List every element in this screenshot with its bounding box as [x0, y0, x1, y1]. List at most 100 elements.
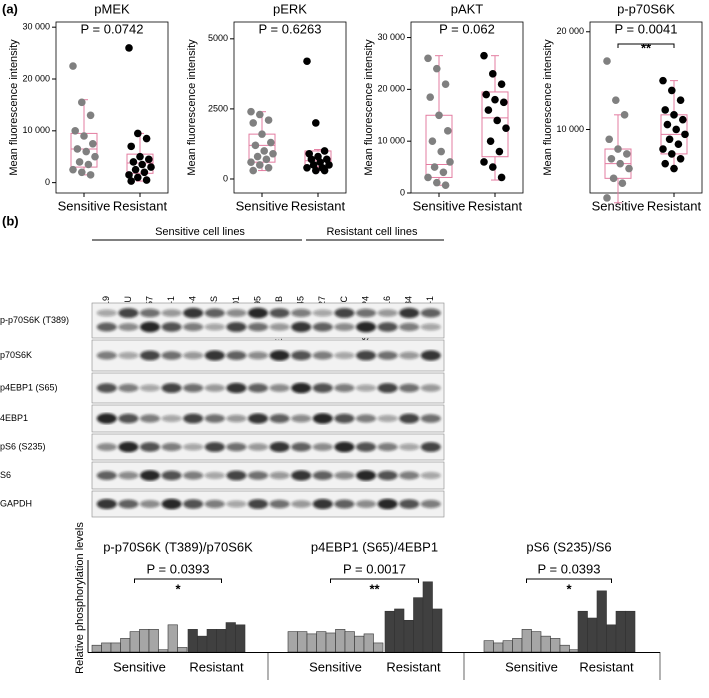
y-axis-label: Mean fluorescence intensity	[542, 39, 554, 176]
band	[140, 308, 160, 318]
band	[183, 471, 204, 480]
bracket	[526, 578, 612, 583]
band	[118, 352, 139, 359]
band	[399, 307, 420, 319]
data-point	[659, 145, 667, 153]
bar	[335, 629, 346, 653]
band	[420, 442, 441, 452]
data-point	[129, 158, 138, 166]
data-point	[609, 174, 618, 183]
data-point	[91, 152, 99, 161]
bar	[587, 617, 598, 653]
data-point	[142, 134, 151, 143]
y-tick-label: 20 000	[377, 84, 405, 94]
annotation: P = 0.6263	[258, 21, 321, 36]
band	[356, 470, 376, 481]
y-tick-label: 20 000	[556, 26, 584, 36]
data-point	[616, 159, 624, 168]
row-label: 4EBP1	[0, 413, 28, 423]
x-tick-label: Resistant	[113, 198, 168, 213]
bands	[96, 350, 441, 361]
data-point	[676, 96, 685, 104]
data-point	[668, 150, 676, 158]
bar	[91, 644, 102, 653]
group-label: Resistant cell lines	[326, 226, 418, 238]
band	[226, 442, 247, 452]
x-tick-label: Resistant	[647, 198, 702, 213]
band	[399, 499, 420, 509]
data-point	[255, 161, 264, 169]
bar	[187, 629, 198, 653]
data-point	[426, 93, 435, 101]
data-point	[441, 80, 450, 88]
y-tick-label: 0	[45, 177, 50, 187]
band	[312, 351, 333, 360]
data-point	[131, 165, 140, 174]
data-point	[127, 142, 135, 151]
band	[334, 383, 355, 393]
bracket	[134, 578, 222, 583]
band	[204, 499, 225, 509]
band	[356, 442, 376, 452]
band	[140, 414, 160, 423]
box	[304, 150, 332, 167]
y-tick-label: 20 000	[22, 73, 50, 83]
data-point	[603, 57, 611, 65]
bar	[606, 624, 617, 653]
chart-title: p4EBP1 (S65)/4EBP1	[311, 539, 438, 554]
bar	[615, 610, 626, 653]
band	[420, 384, 441, 392]
panel-label: (a)	[2, 1, 18, 16]
band	[161, 322, 182, 332]
band	[399, 413, 420, 424]
data-point	[428, 137, 437, 145]
bar	[493, 642, 504, 653]
band	[118, 413, 139, 424]
bracket	[330, 578, 419, 583]
row-label: p-p70S6K (T389)	[0, 315, 69, 325]
band	[183, 413, 204, 424]
plot-frame	[233, 21, 347, 194]
data-point	[80, 132, 88, 140]
band	[183, 322, 204, 332]
band	[399, 351, 420, 360]
band	[140, 470, 160, 481]
data-point	[497, 173, 506, 182]
band	[356, 321, 376, 333]
data-point	[262, 155, 271, 164]
chart-title: pERK	[273, 1, 307, 16]
bar	[540, 635, 551, 653]
chart-title: p-p70S6K	[617, 1, 675, 16]
data-point	[320, 166, 329, 175]
bar	[167, 624, 178, 653]
band	[377, 322, 398, 332]
band	[269, 323, 290, 331]
data-point	[674, 140, 683, 148]
band	[118, 383, 139, 393]
band	[204, 350, 225, 361]
band	[204, 384, 225, 392]
band	[420, 350, 441, 361]
data-point	[679, 115, 687, 124]
band	[377, 442, 398, 452]
data-point	[661, 159, 669, 168]
band	[204, 323, 225, 331]
bracket	[617, 43, 675, 48]
data-point	[247, 158, 255, 166]
data-point	[424, 173, 432, 182]
band	[269, 471, 290, 480]
bar	[129, 631, 140, 653]
data-point	[661, 106, 669, 114]
band	[226, 414, 247, 423]
data-point	[134, 173, 142, 182]
band	[420, 323, 441, 331]
band	[248, 499, 268, 509]
data-point	[433, 64, 441, 73]
data-point	[480, 158, 488, 166]
annotation: P = 0.0742	[80, 21, 143, 36]
band	[312, 309, 333, 317]
bar	[403, 619, 414, 653]
data-point	[303, 163, 311, 172]
band	[312, 383, 333, 393]
